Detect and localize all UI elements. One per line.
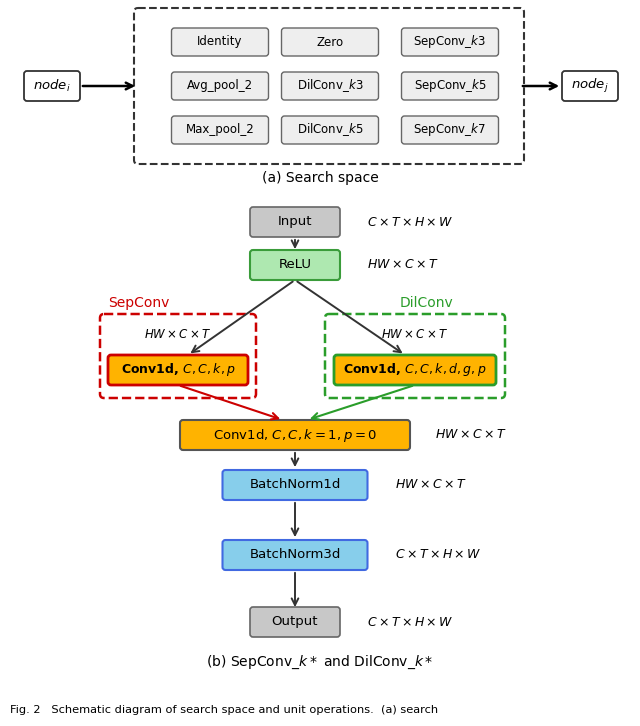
Text: $node_i$: $node_i$ xyxy=(33,78,71,94)
Text: (b) SepConv_$k*$ and DilConv_$k*$: (b) SepConv_$k*$ and DilConv_$k*$ xyxy=(206,653,434,671)
FancyBboxPatch shape xyxy=(282,28,378,56)
Text: Zero: Zero xyxy=(316,36,344,49)
Text: Avg_pool_2: Avg_pool_2 xyxy=(187,80,253,92)
FancyBboxPatch shape xyxy=(172,116,269,144)
Text: Max_pool_2: Max_pool_2 xyxy=(186,123,254,136)
Text: $HW \times C \times T$: $HW \times C \times T$ xyxy=(144,327,212,340)
Text: $HW \times C \times T$: $HW \times C \times T$ xyxy=(367,258,438,272)
FancyBboxPatch shape xyxy=(223,540,367,570)
FancyBboxPatch shape xyxy=(401,116,499,144)
Text: $HW \times C \times T$: $HW \times C \times T$ xyxy=(381,327,449,340)
Text: SepConv_$k$5: SepConv_$k$5 xyxy=(413,78,486,94)
FancyBboxPatch shape xyxy=(100,314,256,398)
FancyBboxPatch shape xyxy=(334,355,496,385)
FancyBboxPatch shape xyxy=(282,72,378,100)
Text: (a) Search space: (a) Search space xyxy=(262,171,378,185)
Text: $C \times T \times H \times W$: $C \times T \times H \times W$ xyxy=(367,616,454,629)
FancyBboxPatch shape xyxy=(250,607,340,637)
Text: $C \times T \times H \times W$: $C \times T \times H \times W$ xyxy=(395,549,481,561)
Text: Fig. 2   Schematic diagram of search space and unit operations.  (a) search: Fig. 2 Schematic diagram of search space… xyxy=(10,705,438,715)
Text: BatchNorm1d: BatchNorm1d xyxy=(250,478,340,492)
FancyBboxPatch shape xyxy=(108,355,248,385)
Text: SepConv: SepConv xyxy=(108,296,170,310)
Text: SepConv_$k$7: SepConv_$k$7 xyxy=(413,121,486,139)
FancyBboxPatch shape xyxy=(401,28,499,56)
FancyBboxPatch shape xyxy=(325,314,505,398)
Text: Input: Input xyxy=(278,216,312,229)
Text: SepConv_$k$3: SepConv_$k$3 xyxy=(413,33,486,51)
Text: $HW \times C \times T$: $HW \times C \times T$ xyxy=(395,478,467,492)
Text: ReLU: ReLU xyxy=(278,258,312,272)
FancyBboxPatch shape xyxy=(180,420,410,450)
Text: Conv1d, $C, C, k=1, p=0$: Conv1d, $C, C, k=1, p=0$ xyxy=(213,426,377,444)
FancyBboxPatch shape xyxy=(401,72,499,100)
Text: BatchNorm3d: BatchNorm3d xyxy=(250,549,340,561)
Text: $HW \times C \times T$: $HW \times C \times T$ xyxy=(435,428,507,441)
Text: DilConv_$k$3: DilConv_$k$3 xyxy=(297,78,364,94)
Text: DilConv_$k$5: DilConv_$k$5 xyxy=(297,121,364,139)
FancyBboxPatch shape xyxy=(250,250,340,280)
FancyBboxPatch shape xyxy=(250,207,340,237)
Text: $C \times T \times H \times W$: $C \times T \times H \times W$ xyxy=(367,216,454,229)
Text: DilConv: DilConv xyxy=(400,296,454,310)
FancyBboxPatch shape xyxy=(282,116,378,144)
FancyBboxPatch shape xyxy=(24,71,80,101)
FancyBboxPatch shape xyxy=(223,470,367,500)
FancyBboxPatch shape xyxy=(562,71,618,101)
Text: $node_j$: $node_j$ xyxy=(571,77,609,95)
FancyBboxPatch shape xyxy=(172,28,269,56)
Text: Identity: Identity xyxy=(197,36,243,49)
FancyBboxPatch shape xyxy=(134,8,524,164)
Text: Output: Output xyxy=(272,616,318,629)
Text: Conv1d, $C, C, k, p$: Conv1d, $C, C, k, p$ xyxy=(120,362,236,378)
Text: Conv1d, $C, C, k, d, g, p$: Conv1d, $C, C, k, d, g, p$ xyxy=(343,362,487,378)
FancyBboxPatch shape xyxy=(172,72,269,100)
